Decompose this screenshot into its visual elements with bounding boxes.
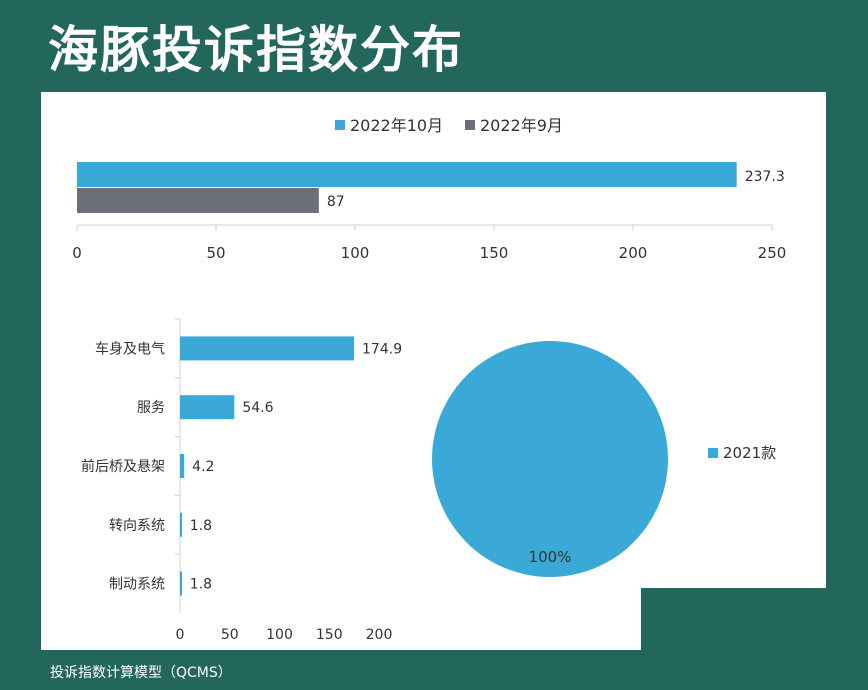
chart-panel: 2022年10月 2022年9月 237.3 87 0 50 100 150 200 25… <box>41 92 826 650</box>
pie-legend-label: 2021款 <box>723 444 776 462</box>
chart2-tick-label: 50 <box>221 627 239 643</box>
chart1-tick-label: 200 <box>619 244 648 262</box>
chart2-bar <box>180 571 182 596</box>
legend-swatch-oct <box>335 120 345 130</box>
footer-note: 投诉指数计算模型（QCMS） <box>50 665 232 681</box>
chart2-tick-label: 0 <box>176 627 185 643</box>
chart1-label-oct: 237.3 <box>745 169 785 185</box>
chart1-tick-label: 100 <box>341 244 370 262</box>
legend-label-oct: 2022年10月 <box>350 116 443 135</box>
chart2-bar <box>180 454 185 478</box>
chart1-tick-label: 0 <box>72 244 82 262</box>
page-title: 海豚投诉指数分布 <box>48 21 464 79</box>
chart2-value-label: 4.2 <box>192 459 214 475</box>
chart2-tick-label: 100 <box>266 627 293 643</box>
chart2-category-label: 转向系统 <box>109 518 165 534</box>
chart2-bar <box>180 512 182 537</box>
chart2-tick-label: 200 <box>366 627 393 643</box>
chart1-legend: 2022年10月 2022年9月 <box>335 116 563 135</box>
pie-value-label: 100% <box>529 548 572 566</box>
chart2-bar <box>180 336 355 361</box>
chart1-tick-label: 50 <box>206 244 225 262</box>
chart2-value-label: 174.9 <box>362 341 402 357</box>
chart2-marks: 车身及电气 174.9 服务 54.6 前后桥及悬架 4.2 转向系统 1.8 制动系统 1.8 <box>81 318 402 596</box>
chart2-value-label: 54.6 <box>242 400 273 416</box>
chart2-category-label: 服务 <box>137 400 165 416</box>
chart1-x-ticks: 0 50 100 150 200 250 <box>72 225 786 262</box>
charts-svg: 2022年10月 2022年9月 237.3 87 0 50 100 150 200 25… <box>72 116 786 643</box>
chart1-tick-label: 250 <box>758 244 787 262</box>
chart2-value-label: 1.8 <box>190 518 212 534</box>
chart2-x-ticks: 0 50 100 150 200 <box>176 627 393 643</box>
chart2-category-label: 制动系统 <box>109 577 165 593</box>
chart2-category-label: 前后桥及悬架 <box>81 458 165 475</box>
pie-slice-2021 <box>432 341 668 577</box>
panel-corner-cutout <box>641 588 826 650</box>
chart2-category-label: 车身及电气 <box>95 340 165 357</box>
legend-label-sep: 2022年9月 <box>480 116 563 135</box>
pie-legend-swatch <box>708 448 718 458</box>
chart1-tick-label: 150 <box>480 244 509 262</box>
chart2-value-label: 1.8 <box>190 577 212 593</box>
chart1-bar-oct <box>77 162 737 187</box>
legend-swatch-sep <box>465 120 475 130</box>
chart2-bar <box>180 395 235 420</box>
chart1-label-sep: 87 <box>327 194 345 210</box>
chart1-bar-sep <box>77 188 319 213</box>
chart2-tick-label: 150 <box>316 627 343 643</box>
